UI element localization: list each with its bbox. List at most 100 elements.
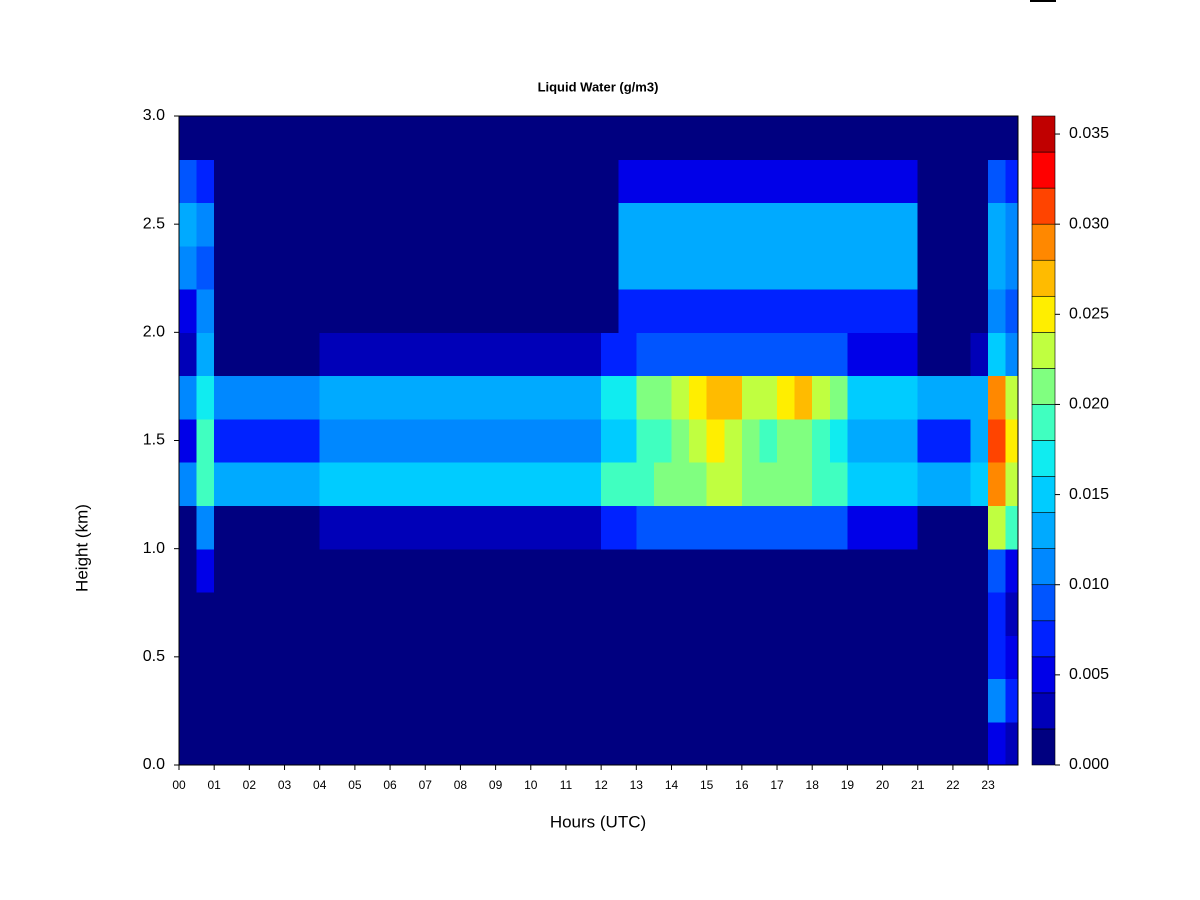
heat-cell	[777, 375, 796, 420]
heat-cell	[425, 418, 444, 463]
heat-cell	[759, 375, 778, 420]
heat-cell	[425, 548, 444, 593]
heat-cell	[231, 548, 250, 593]
heat-cell	[513, 159, 532, 204]
heat-cell	[442, 635, 462, 680]
heat-cell	[741, 245, 761, 290]
heat-cell	[724, 332, 743, 377]
heat-cell	[196, 289, 215, 333]
heat-cell	[882, 289, 901, 333]
heat-cell	[601, 635, 620, 680]
heat-cell	[583, 332, 602, 377]
heat-cell	[214, 245, 233, 290]
heat-cell	[478, 548, 497, 593]
heat-cell	[284, 505, 303, 550]
heat-cell	[231, 678, 250, 723]
colorbar-tick-label: 0.015	[1069, 486, 1109, 503]
heat-cell	[284, 332, 303, 377]
heat-cell	[847, 245, 866, 290]
heat-cell	[689, 721, 708, 766]
heat-cell	[618, 548, 637, 593]
heat-cell	[1005, 418, 1019, 463]
heat-cell	[495, 462, 514, 506]
heat-cell	[636, 289, 655, 333]
heat-cell	[988, 418, 1007, 463]
heat-cell	[407, 159, 426, 204]
heat-cell	[460, 635, 479, 680]
heat-cell	[741, 375, 761, 420]
heat-cell	[425, 289, 444, 333]
heat-cell	[495, 635, 514, 680]
heat-cell	[671, 548, 690, 593]
heat-cell	[900, 721, 919, 766]
heat-cell	[337, 202, 356, 247]
heat-cell	[583, 548, 602, 593]
heat-cell	[777, 591, 796, 636]
heat-cell	[671, 721, 690, 766]
heat-cell	[988, 202, 1007, 247]
heat-cell	[864, 332, 884, 377]
heat-cell	[354, 591, 374, 636]
heat-cell	[354, 462, 374, 506]
heat-cell	[425, 116, 444, 160]
heat-cell	[952, 375, 972, 420]
heat-cell	[653, 635, 673, 680]
heat-cell	[302, 591, 321, 636]
heat-cell	[231, 332, 250, 377]
y-tick-label: 0.0	[143, 756, 165, 773]
heat-cell	[530, 159, 549, 204]
heat-cell	[196, 418, 215, 463]
heat-cell	[882, 591, 901, 636]
heat-cell	[777, 202, 796, 247]
heat-cell	[917, 332, 936, 377]
heat-cell	[372, 721, 391, 766]
heat-cell	[812, 245, 831, 290]
heat-cell	[988, 332, 1007, 377]
heat-cell	[759, 462, 778, 506]
heat-cell	[583, 678, 602, 723]
heat-cell	[864, 202, 884, 247]
heat-cell	[231, 418, 250, 463]
heat-cell	[917, 721, 936, 766]
heat-cell	[266, 159, 286, 204]
heat-cell	[706, 505, 725, 550]
x-tick-label: 01	[207, 778, 221, 792]
heat-cell	[390, 332, 409, 377]
heat-cell	[706, 721, 725, 766]
heat-cell	[372, 332, 391, 377]
heat-cell	[231, 721, 250, 766]
heat-cell	[196, 721, 215, 766]
heat-cell	[407, 116, 426, 160]
heat-cell	[495, 245, 514, 290]
heat-cell	[935, 159, 954, 204]
heat-cell	[847, 116, 866, 160]
heat-cell	[829, 375, 848, 420]
heat-cell	[689, 159, 708, 204]
heat-cell	[196, 332, 215, 377]
heat-cell	[231, 159, 250, 204]
heat-cell	[442, 548, 462, 593]
heat-cell	[478, 159, 497, 204]
heat-cell	[372, 591, 391, 636]
heat-cell	[337, 505, 356, 550]
heat-cell	[478, 375, 497, 420]
heat-cell	[266, 332, 286, 377]
heat-cell	[671, 505, 690, 550]
heat-cell	[988, 591, 1007, 636]
heat-cell	[284, 635, 303, 680]
heat-cell	[249, 202, 268, 247]
heat-cell	[249, 462, 268, 506]
colorbar-band	[1031, 512, 1056, 549]
heat-cell	[495, 375, 514, 420]
colorbar-band	[1031, 692, 1056, 730]
heat-cell	[302, 418, 321, 463]
heat-cell	[829, 591, 848, 636]
heat-cell	[565, 289, 585, 333]
heat-cell	[653, 591, 673, 636]
heat-cell	[565, 591, 585, 636]
heat-cell	[847, 332, 866, 377]
colorbar-band	[1031, 656, 1056, 694]
heat-cell	[319, 202, 338, 247]
heat-cell	[794, 289, 813, 333]
x-tick-label: 18	[806, 778, 820, 792]
